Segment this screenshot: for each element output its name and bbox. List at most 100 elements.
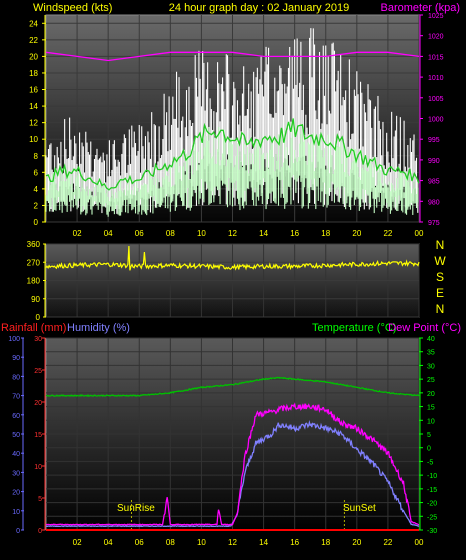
temperature-y-tick: 20 — [427, 391, 435, 398]
wind-x-tick: 04 — [104, 229, 113, 238]
humidity-axis-title: Humidity (%) — [67, 322, 130, 334]
temp-x-tick: 00 — [415, 538, 424, 547]
barometer-axis-title: Barometer (kpa) — [381, 2, 460, 14]
direction-letter-e: E — [436, 286, 444, 300]
barometer-y-tick: 975 — [428, 220, 440, 227]
temperature-line — [45, 376, 420, 398]
direction-y-tick: 270 — [27, 258, 41, 267]
rainfall-y-tick: 30 — [34, 336, 42, 343]
temp-x-tick: 14 — [259, 538, 268, 547]
temperature-y-tick: 35 — [427, 350, 435, 357]
wind-x-tick: 06 — [135, 229, 144, 238]
dewpoint-axis-title: Dew Point (°C) — [388, 322, 461, 334]
temp-x-tick: 08 — [166, 538, 175, 547]
barometer-y-tick: 1020 — [428, 34, 444, 41]
temp-x-tick: 10 — [197, 538, 206, 547]
rainfall-y-tick: 0 — [38, 528, 42, 535]
wind-y-tick: 16 — [29, 86, 38, 95]
wind-y-tick: 18 — [29, 69, 38, 78]
rainfall-y-tick: 20 — [34, 400, 42, 407]
wind-y-tick: 0 — [34, 218, 39, 227]
barometer-y-tick: 980 — [428, 199, 440, 206]
temperature-y-tick: 15 — [427, 405, 435, 412]
direction-letter-w: W — [434, 254, 446, 268]
humidity-y-tick: 10 — [12, 509, 20, 516]
temp-x-tick: 16 — [290, 538, 299, 547]
rainfall-y-tick: 25 — [34, 368, 42, 375]
humidity-y-tick: 90 — [12, 355, 20, 362]
temperature-y-tick: 5 — [427, 432, 431, 439]
wind-y-tick: 12 — [29, 119, 38, 128]
sunset-label: SunSet — [343, 503, 376, 514]
barometer-y-tick: 985 — [428, 179, 440, 186]
temperature-y-tick: 10 — [427, 418, 435, 425]
humidity-y-tick: 100 — [8, 336, 20, 343]
temp-x-tick: 20 — [352, 538, 361, 547]
temperature-y-tick: 40 — [427, 336, 435, 343]
humidity-y-tick: 40 — [12, 451, 20, 458]
humidity-y-tick: 20 — [12, 490, 20, 497]
wind-x-tick: 16 — [290, 229, 299, 238]
humidity-y-tick: 0 — [16, 528, 20, 535]
barometer-y-tick: 1000 — [428, 117, 444, 124]
wind-y-tick: 24 — [29, 19, 38, 28]
temp-x-tick: 02 — [73, 538, 82, 547]
wind-x-tick: 22 — [383, 229, 392, 238]
sunrise-label: SunRise — [117, 503, 155, 514]
humidity-y-tick: 60 — [12, 413, 20, 420]
wind-x-tick: 10 — [197, 229, 206, 238]
temperature-y-tick: 25 — [427, 377, 435, 384]
temperature-y-tick: -30 — [427, 528, 437, 535]
wind-y-tick: 8 — [34, 152, 39, 161]
temperature-y-tick: -5 — [427, 459, 433, 466]
direction-y-tick: 360 — [27, 240, 41, 249]
dewpoint-line — [45, 402, 420, 526]
temperature-y-tick: 30 — [427, 363, 435, 370]
wind-y-tick: 20 — [29, 52, 38, 61]
wind-y-tick: 4 — [34, 185, 39, 194]
temp-x-tick: 22 — [383, 538, 392, 547]
barometer-line — [45, 51, 420, 62]
temperature-axis-title: Temperature (°C) — [312, 322, 396, 334]
wind-y-tick: 6 — [34, 168, 39, 177]
barometer-y-tick: 1005 — [428, 96, 444, 103]
rainfall-y-tick: 10 — [34, 464, 42, 471]
wind-y-tick: 2 — [34, 201, 39, 210]
direction-y-tick: 0 — [36, 313, 41, 322]
wind-average-line — [45, 118, 420, 191]
temp-x-tick: 04 — [104, 538, 113, 547]
barometer-y-tick: 995 — [428, 137, 440, 144]
rainfall-y-tick: 15 — [34, 432, 42, 439]
temperature-y-tick: -10 — [427, 473, 437, 480]
wind-direction-line — [45, 245, 420, 271]
windspeed-axis-title: Windspeed (kts) — [33, 2, 112, 14]
direction-letter-n: N — [436, 238, 445, 252]
temp-x-tick: 12 — [228, 538, 237, 547]
barometer-y-tick: 1025 — [428, 13, 444, 20]
wind-x-tick: 12 — [228, 229, 237, 238]
temperature-y-tick: 0 — [427, 446, 431, 453]
plot-marks — [45, 28, 420, 531]
temp-x-tick: 18 — [321, 538, 330, 547]
direction-y-tick: 180 — [27, 277, 41, 286]
barometer-y-tick: 1010 — [428, 75, 444, 82]
humidity-y-tick: 80 — [12, 374, 20, 381]
axis-labels: 0246810121416182022249759809859909951000… — [8, 13, 443, 547]
humidity-y-tick: 50 — [12, 432, 20, 439]
graph-title: 24 hour graph day : 02 January 2019 — [169, 2, 349, 14]
wind-x-tick: 00 — [415, 229, 424, 238]
wind-y-tick: 22 — [29, 36, 38, 45]
direction-letter-n: N — [436, 302, 445, 316]
humidity-y-tick: 30 — [12, 470, 20, 477]
wind-y-tick: 10 — [29, 135, 38, 144]
barometer-y-tick: 990 — [428, 158, 440, 165]
wind-y-tick: 14 — [29, 102, 38, 111]
barometer-y-tick: 1015 — [428, 54, 444, 61]
wind-x-tick: 18 — [321, 229, 330, 238]
rainfall-axis-title: Rainfall (mm) — [1, 322, 66, 334]
humidity-y-tick: 70 — [12, 394, 20, 401]
wind-x-tick: 08 — [166, 229, 175, 238]
